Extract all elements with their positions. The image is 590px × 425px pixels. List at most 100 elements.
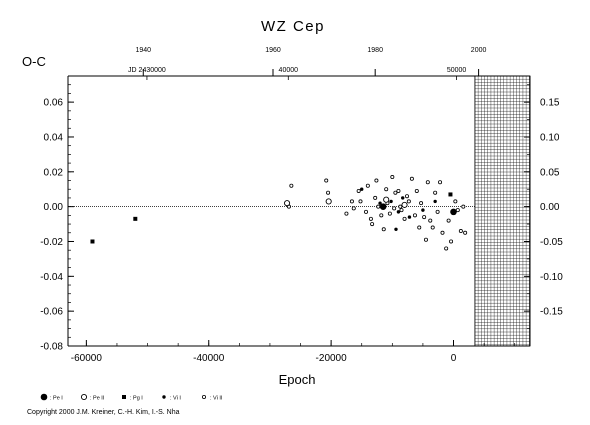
data-point: [364, 209, 369, 214]
data-point: [448, 192, 453, 197]
x-tick-label: 0: [451, 353, 457, 364]
data-point: [405, 194, 410, 199]
data-point: [463, 230, 468, 235]
data-point: [389, 199, 393, 204]
data-point: [396, 210, 401, 214]
legend-label: : Vi II: [210, 396, 223, 402]
legend-marker: [201, 394, 206, 399]
legend-label: : Pe I: [50, 396, 63, 402]
jd-tick-label: 50000: [447, 67, 467, 74]
right-tick-label: 0.00: [540, 202, 560, 213]
data-point: [383, 196, 390, 203]
data-point: [399, 208, 404, 213]
data-point: [422, 215, 427, 220]
data-point: [449, 239, 454, 244]
year-tick-label: 1980: [367, 47, 383, 54]
data-points: [90, 175, 468, 251]
chart-title: WZ Cep: [261, 18, 325, 35]
data-point: [374, 178, 379, 183]
copyright-note: Copyright 2000 J.M. Kreiner, C.-H. Kim, …: [27, 409, 180, 416]
y-tick-label: 0.02: [44, 167, 64, 178]
data-point: [387, 211, 392, 216]
legend-marker: [40, 393, 48, 401]
y-axis-label: O-C: [22, 54, 46, 69]
x-axis-label: Epoch: [279, 372, 316, 387]
data-point: [392, 206, 397, 211]
data-point: [433, 190, 438, 195]
data-point: [373, 195, 378, 200]
year-tick-label: 1940: [135, 47, 151, 54]
data-point: [384, 187, 389, 192]
data-point: [440, 230, 445, 235]
legend-marker: [122, 395, 126, 399]
data-point: [421, 208, 425, 212]
data-point: [461, 204, 466, 209]
data-point: [425, 180, 430, 185]
right-tick-label: 0.05: [540, 167, 560, 178]
data-point: [379, 203, 387, 210]
legend-marker: [162, 395, 166, 399]
legend-marker: [80, 393, 88, 401]
data-point: [351, 206, 356, 211]
y-tick-label: 0.00: [44, 202, 64, 213]
data-point: [433, 199, 437, 204]
y-tick-label: -0.04: [40, 272, 63, 283]
data-point: [396, 188, 401, 193]
data-point: [356, 188, 361, 193]
legend-label: : Pe II: [90, 396, 105, 402]
data-point: [438, 180, 443, 185]
right-tick-label: 0.10: [540, 132, 560, 143]
right-tick-label: -0.15: [540, 307, 563, 318]
data-point: [381, 227, 386, 232]
data-point: [419, 201, 424, 206]
data-point: [365, 183, 370, 188]
data-point: [435, 209, 440, 214]
data-point: [393, 190, 398, 195]
right-tick-label: -0.05: [540, 237, 563, 248]
future-region-box: [474, 75, 531, 347]
data-point: [401, 201, 408, 208]
data-point: [402, 216, 407, 221]
jd-tick-label: 40000: [279, 67, 299, 74]
data-point: [417, 225, 422, 230]
data-point: [284, 200, 291, 207]
year-tick-label: 1960: [265, 47, 281, 54]
legend: : Pe I: Pe II: Pg I: Vi I: Vi II: [40, 393, 223, 402]
year-tick-label: 2000: [471, 47, 487, 54]
y-tick-label: 0.04: [44, 132, 64, 143]
y-tick-label: -0.02: [40, 237, 63, 248]
data-point: [289, 183, 294, 188]
axes: 0.06 0.04 0.02 0.00 -0.02 -0.04 -0.06 -0.08 -600…: [40, 47, 563, 364]
data-point: [409, 176, 414, 181]
y-tick-label: 0.06: [44, 98, 64, 109]
data-point: [453, 199, 458, 204]
data-point: [394, 227, 398, 231]
data-point: [458, 229, 463, 234]
data-point: [444, 246, 449, 251]
y-tick-label: -0.06: [40, 307, 63, 318]
data-point: [390, 175, 395, 180]
data-point: [430, 225, 435, 230]
data-point: [406, 199, 411, 204]
right-tick-label: -0.10: [540, 272, 563, 283]
future-grid-region: [474, 75, 531, 347]
data-point: [446, 218, 451, 223]
data-point: [428, 218, 433, 223]
jd-tick-label: JD 2430000: [128, 67, 166, 74]
data-point: [401, 196, 405, 200]
data-point: [133, 216, 138, 221]
data-point: [450, 208, 457, 216]
x-tick-label: -40000: [193, 353, 225, 364]
data-point: [423, 237, 428, 242]
data-point: [325, 198, 332, 205]
data-point: [360, 187, 364, 191]
x-tick-label: -20000: [316, 353, 348, 364]
data-point: [412, 213, 417, 218]
x-tick-label: -60000: [71, 353, 103, 364]
data-point: [370, 222, 375, 227]
data-point: [378, 201, 382, 205]
data-point: [379, 213, 384, 218]
legend-label: : Pg I: [130, 396, 143, 402]
data-point: [349, 199, 354, 204]
